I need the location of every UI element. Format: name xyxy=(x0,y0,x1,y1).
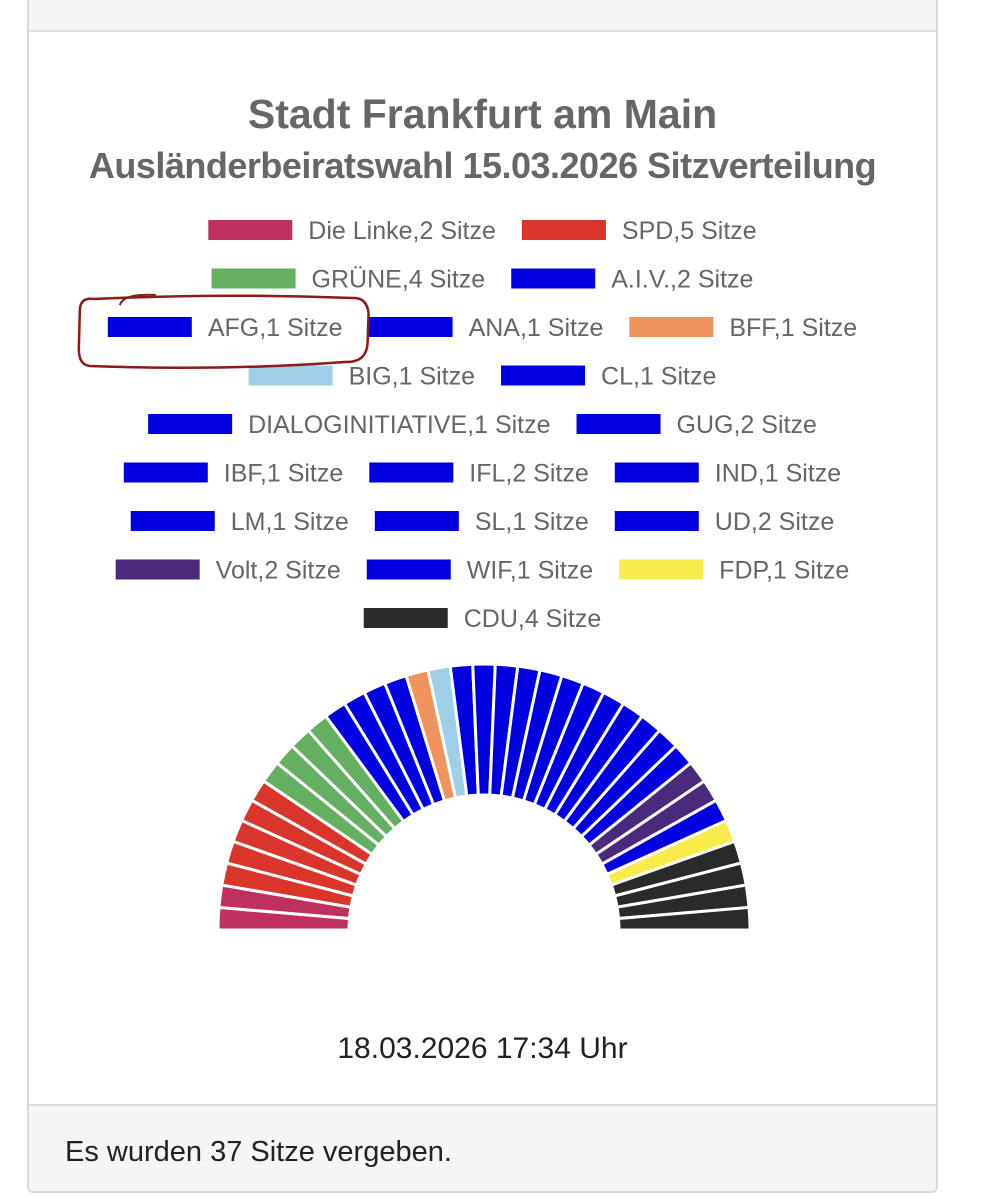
legend-item-ana[interactable]: ANA,1 Sitze xyxy=(368,314,604,342)
legend-item-sl[interactable]: SL,1 Sitze xyxy=(374,508,589,536)
legend-item-ud[interactable]: UD,2 Sitze xyxy=(614,508,834,536)
legend-item-gug[interactable]: GUG,2 Sitze xyxy=(576,411,817,439)
legend-swatch-gug xyxy=(576,414,661,434)
legend-label-big: BIG,1 Sitze xyxy=(349,363,475,391)
legend-item-dialoginitiative[interactable]: DIALOGINITIATIVE,1 Sitze xyxy=(148,411,551,439)
legend-swatch-die-linke xyxy=(208,220,293,240)
legend-label-cdu: CDU,4 Sitze xyxy=(464,605,602,633)
legend-item-ifl[interactable]: IFL,2 Sitze xyxy=(369,460,589,488)
legend-item-lm[interactable]: LM,1 Sitze xyxy=(130,508,349,536)
legend-swatch-lm xyxy=(130,511,215,531)
seat-cdu-4[interactable] xyxy=(616,905,752,932)
legend-label-ind: IND,1 Sitze xyxy=(715,460,841,488)
legend-item-ind[interactable]: IND,1 Sitze xyxy=(614,460,841,488)
legend-label-dialoginitiative: DIALOGINITIATIVE,1 Sitze xyxy=(248,411,550,439)
legend-label-gruene: GRÜNE,4 Sitze xyxy=(312,266,486,294)
legend-swatch-gruene xyxy=(211,268,296,289)
legend-label-gug: GUG,2 Sitze xyxy=(677,411,817,439)
legend-swatch-spd xyxy=(521,220,606,240)
legend-swatch-ud xyxy=(614,511,699,531)
legend-item-a-i-v[interactable]: A.I.V.,2 Sitze xyxy=(511,266,753,294)
legend-swatch-big xyxy=(248,365,333,386)
legend-label-lm: LM,1 Sitze xyxy=(231,508,349,536)
legend-label-afg: AFG,1 Sitze xyxy=(208,314,343,342)
legend-item-big[interactable]: BIG,1 Sitze xyxy=(248,363,475,391)
highlight-annotation xyxy=(77,293,370,370)
legend-swatch-cl xyxy=(501,365,586,386)
legend-swatch-fdp xyxy=(619,559,704,580)
legend-item-volt[interactable]: Volt,2 Sitze xyxy=(115,557,341,585)
legend-label-ibf: IBF,1 Sitze xyxy=(224,460,344,488)
legend-label-spd: SPD,5 Sitze xyxy=(622,217,757,245)
legend: Die Linke,2 Sitze SPD,5 Sitze GRÜNE,4 Sitz… xyxy=(107,217,857,633)
legend-item-ibf[interactable]: IBF,1 Sitze xyxy=(123,460,344,488)
legend-label-ana: ANA,1 Sitze xyxy=(469,314,604,342)
legend-label-bff: BFF,1 Sitze xyxy=(729,314,857,342)
seats-summary: Es wurden 37 Sitze vergeben. xyxy=(65,1136,452,1168)
legend-label-ifl: IFL,2 Sitze xyxy=(469,460,589,488)
legend-item-bff[interactable]: BFF,1 Sitze xyxy=(629,314,857,342)
legend-swatch-ana xyxy=(368,317,453,337)
legend-swatch-bff xyxy=(629,317,714,337)
legend-swatch-ind xyxy=(614,462,699,483)
parliament-chart: Die Linke,2 Sitze SPD,5 Sitze GRÜNE,4 Sitz… xyxy=(77,217,857,932)
legend-label-sl: SL,1 Sitze xyxy=(475,508,589,536)
legend-swatch-wif xyxy=(366,559,451,580)
legend-swatch-cdu xyxy=(363,608,448,628)
legend-item-cdu[interactable]: CDU,4 Sitze xyxy=(363,605,602,633)
legend-swatch-ifl xyxy=(369,462,454,483)
timestamp: 18.03.2026 17:34 Uhr xyxy=(337,1032,628,1065)
legend-label-cl: CL,1 Sitze xyxy=(601,363,716,391)
legend-label-volt: Volt,2 Sitze xyxy=(216,557,341,585)
legend-swatch-afg xyxy=(107,317,192,337)
legend-item-spd[interactable]: SPD,5 Sitze xyxy=(521,217,757,245)
highlight-box xyxy=(77,294,370,370)
legend-label-ud: UD,2 Sitze xyxy=(715,508,834,536)
card-footer: Es wurden 37 Sitze vergeben. xyxy=(29,1104,936,1191)
legend-label-wif: WIF,1 Sitze xyxy=(467,557,593,585)
legend-swatch-ibf xyxy=(123,462,208,483)
legend-item-afg[interactable]: AFG,1 Sitze xyxy=(107,314,343,342)
legend-swatch-volt xyxy=(115,559,200,580)
seat-arc xyxy=(216,662,752,932)
chart-subtitle: Ausländerbeiratswahl 15.03.2026 Sitzvert… xyxy=(88,145,877,186)
legend-label-die-linke: Die Linke,2 Sitze xyxy=(308,217,496,245)
legend-item-die-linke[interactable]: Die Linke,2 Sitze xyxy=(208,217,496,245)
chart-title: Stadt Frankfurt am Main xyxy=(247,91,718,137)
legend-swatch-dialoginitiative xyxy=(148,414,233,434)
legend-item-gruene[interactable]: GRÜNE,4 Sitze xyxy=(211,266,486,294)
legend-swatch-a-i-v xyxy=(511,268,596,289)
highlight-mark xyxy=(118,293,156,306)
legend-item-wif[interactable]: WIF,1 Sitze xyxy=(366,557,593,585)
legend-item-fdp[interactable]: FDP,1 Sitze xyxy=(619,557,849,585)
legend-item-cl[interactable]: CL,1 Sitze xyxy=(501,363,716,391)
legend-label-a-i-v: A.I.V.,2 Sitze xyxy=(611,266,753,294)
card-header-strip: g xyxy=(29,0,936,32)
chart-card: g Stadt Frankfurt am Main Ausländerbeira… xyxy=(27,0,938,1193)
legend-label-fdp: FDP,1 Sitze xyxy=(719,557,849,585)
legend-swatch-sl xyxy=(374,511,459,531)
